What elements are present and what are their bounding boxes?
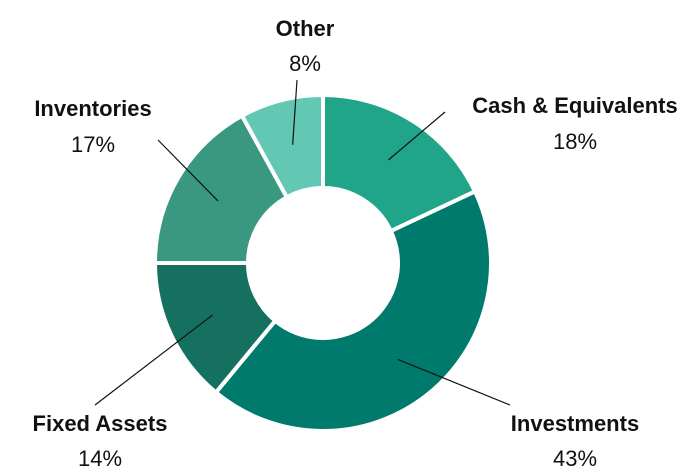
- slice-label: Investments: [511, 411, 639, 436]
- leader-line: [292, 79, 298, 145]
- slice-label: Fixed Assets: [33, 411, 168, 436]
- slice-value: 14%: [78, 446, 122, 469]
- slice: [321, 92, 478, 234]
- slice: [239, 92, 325, 200]
- slice-value: 17%: [71, 132, 115, 157]
- slice: [152, 113, 290, 265]
- slice-value: 43%: [553, 446, 597, 469]
- slice-label: Other: [276, 16, 335, 41]
- slice-label: Inventories: [34, 96, 151, 121]
- slice-value: 8%: [289, 51, 321, 76]
- slice: [213, 188, 493, 433]
- leader-line: [157, 139, 219, 202]
- slice-label: Cash & Equivalents: [472, 93, 677, 118]
- slice-value: 18%: [553, 129, 597, 154]
- leader-line: [94, 314, 213, 406]
- leader-line: [397, 358, 511, 406]
- leader-line: [387, 111, 446, 161]
